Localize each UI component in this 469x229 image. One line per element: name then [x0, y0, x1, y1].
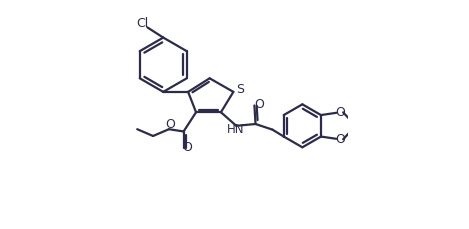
Text: Cl: Cl: [136, 17, 148, 30]
Text: O: O: [255, 98, 265, 111]
Text: O: O: [335, 133, 345, 146]
Text: O: O: [183, 142, 193, 155]
Text: HN: HN: [227, 123, 245, 136]
Text: O: O: [335, 106, 345, 119]
Text: O: O: [165, 117, 175, 131]
Text: S: S: [236, 83, 244, 96]
